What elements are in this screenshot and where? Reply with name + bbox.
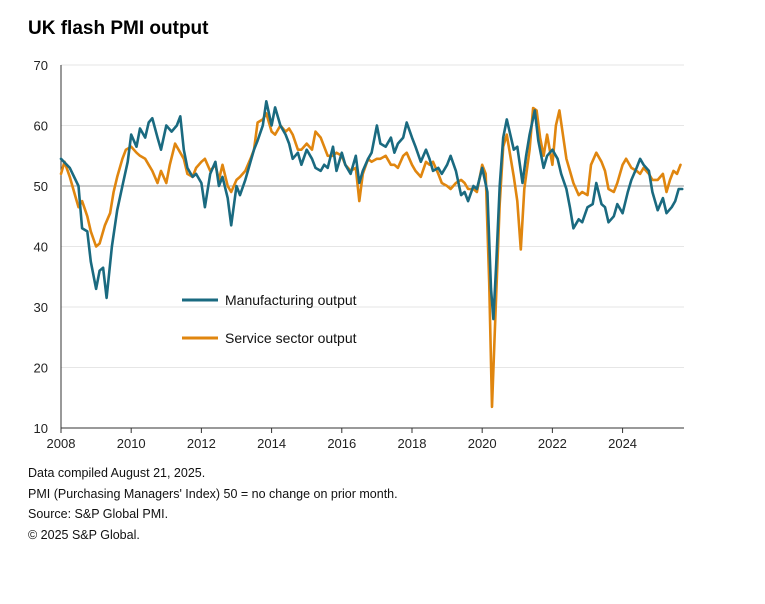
note-source: Source: S&P Global PMI.: [28, 507, 169, 521]
gridlines: [61, 64, 684, 368]
series-line-services: [59, 106, 682, 409]
legend-label-services: Service sector output: [225, 330, 357, 346]
note-copyright: © 2025 S&P Global.: [28, 527, 140, 542]
axes: [60, 65, 684, 433]
x-tick-label-2008: 2008: [47, 436, 76, 451]
y-tick-label-70: 70: [34, 58, 48, 73]
x-tick-label-2012: 2012: [187, 436, 216, 451]
chart-title: UK flash PMI output: [28, 18, 209, 39]
note-compiled: Data compiled August 21, 2025.: [28, 466, 206, 480]
y-tick-label-30: 30: [34, 300, 48, 315]
y-tick-label-40: 40: [34, 240, 48, 255]
x-tick-label-2022: 2022: [538, 436, 567, 451]
note-pmi-definition: PMI (Purchasing Managers' Index) 50 = no…: [28, 486, 398, 501]
series-line-manufacturing: [59, 100, 684, 321]
x-tick-label-2016: 2016: [327, 436, 356, 451]
x-tick-label-2014: 2014: [257, 436, 286, 451]
x-tick-labels: 2008 2010 2012 2014 2016 2018 2020 2022 2024: [47, 436, 637, 451]
series-lines: [59, 100, 684, 409]
y-tick-label-20: 20: [34, 361, 48, 376]
y-tick-label-50: 50: [34, 179, 48, 194]
chart-notes: Data compiled August 21, 2025. PMI (Purc…: [28, 463, 398, 545]
x-tick-label-2024: 2024: [608, 436, 637, 451]
x-tick-label-2010: 2010: [117, 436, 146, 451]
x-tick-label-2018: 2018: [398, 436, 427, 451]
legend-label-manufacturing: Manufacturing output: [225, 292, 357, 308]
y-tick-label-60: 60: [34, 119, 48, 134]
legend: Manufacturing output Service sector outpu…: [182, 292, 357, 346]
x-tick-label-2020: 2020: [468, 436, 497, 451]
y-tick-label-10: 10: [34, 421, 48, 436]
y-tick-labels: 10 20 30 40 50 60 70: [34, 58, 48, 436]
